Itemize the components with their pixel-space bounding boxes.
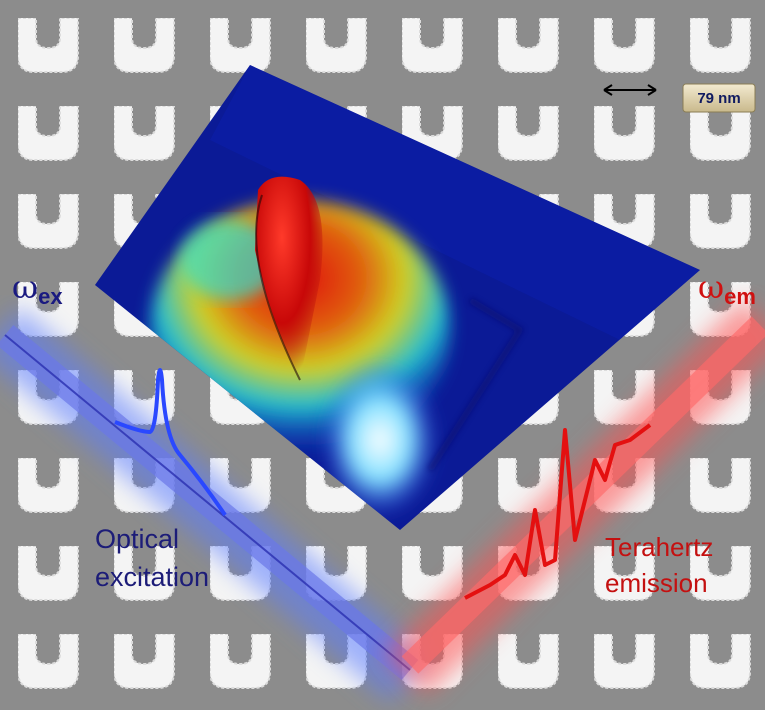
excitation-caption: excitation [95,562,209,592]
emission-caption: emission [605,568,708,598]
emission-caption: Terahertz [605,532,713,562]
excitation-caption: Optical [95,524,179,554]
page: {"scale_bar": {"label": "79 nm"}, "excit… [0,0,765,710]
scale-label: 79 nm [697,90,740,107]
illustration: 79 nm ωex ωem Optical excitation Teraher… [0,0,765,710]
